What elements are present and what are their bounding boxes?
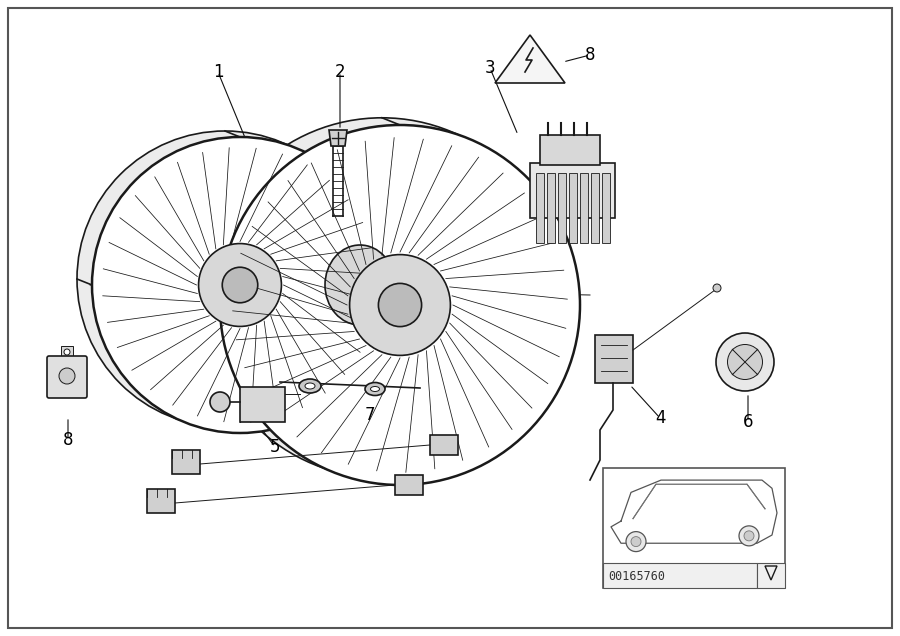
Bar	[61, 346, 73, 359]
Bar	[603, 468, 785, 588]
Text: 6: 6	[742, 413, 753, 431]
Ellipse shape	[349, 254, 450, 356]
Ellipse shape	[220, 125, 580, 485]
FancyBboxPatch shape	[292, 237, 428, 338]
Bar	[602, 173, 610, 243]
Circle shape	[713, 284, 721, 292]
Text: 7: 7	[364, 406, 375, 424]
Bar	[591, 173, 599, 243]
Text: 1: 1	[212, 63, 223, 81]
Bar	[540, 135, 600, 165]
Circle shape	[626, 532, 646, 551]
Text: 4: 4	[655, 409, 665, 427]
Bar	[530, 163, 615, 218]
Bar	[558, 173, 566, 243]
Ellipse shape	[371, 387, 380, 392]
Circle shape	[739, 526, 759, 546]
Bar	[580, 173, 588, 243]
Text: 3: 3	[485, 59, 495, 77]
Text: 8: 8	[63, 431, 73, 449]
Ellipse shape	[325, 245, 395, 325]
Bar	[595, 335, 633, 383]
Ellipse shape	[92, 137, 388, 433]
Circle shape	[210, 392, 230, 412]
Text: 5: 5	[270, 438, 280, 456]
Ellipse shape	[202, 118, 562, 478]
Ellipse shape	[365, 382, 385, 396]
Ellipse shape	[77, 131, 373, 427]
Text: 8: 8	[585, 46, 595, 64]
Ellipse shape	[222, 267, 257, 303]
Bar	[147, 489, 175, 513]
Ellipse shape	[199, 244, 282, 326]
Circle shape	[744, 531, 754, 541]
Bar	[240, 387, 285, 422]
Bar	[172, 450, 200, 474]
Polygon shape	[329, 130, 347, 146]
Polygon shape	[495, 35, 565, 83]
Ellipse shape	[716, 333, 774, 391]
Text: 2: 2	[335, 63, 346, 81]
Bar	[547, 173, 555, 243]
Circle shape	[631, 537, 641, 546]
Text: 00165760: 00165760	[608, 569, 665, 583]
Bar	[430, 435, 458, 455]
Circle shape	[64, 349, 70, 355]
Ellipse shape	[727, 345, 762, 380]
Circle shape	[59, 368, 75, 384]
Ellipse shape	[378, 284, 421, 327]
FancyBboxPatch shape	[47, 356, 87, 398]
Bar	[603, 563, 757, 588]
Ellipse shape	[305, 383, 315, 389]
Bar	[569, 173, 577, 243]
Bar	[536, 173, 544, 243]
Bar	[395, 475, 423, 495]
Bar	[757, 563, 785, 588]
Ellipse shape	[299, 379, 321, 393]
